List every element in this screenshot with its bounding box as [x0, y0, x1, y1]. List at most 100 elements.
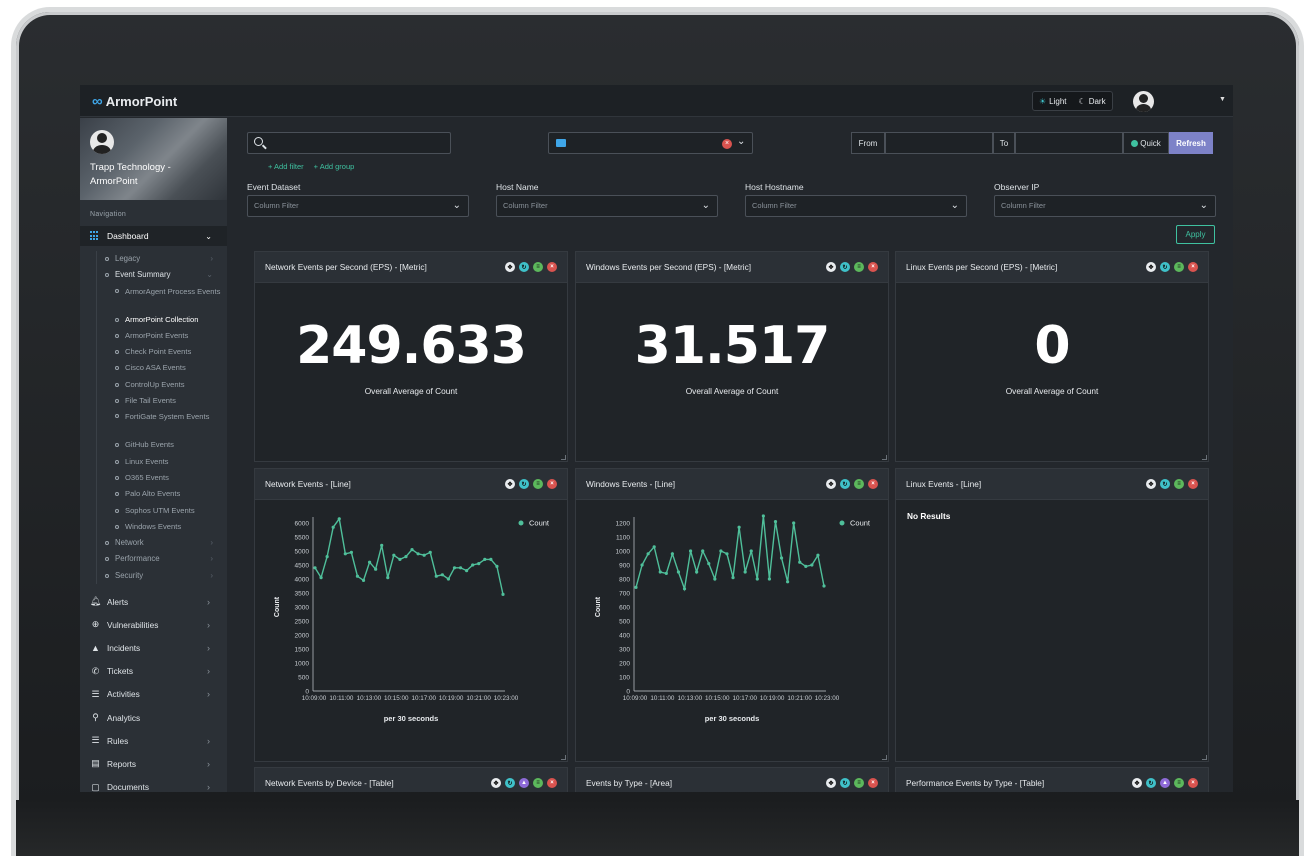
resize-handle[interactable] — [882, 755, 887, 760]
sidebar-item-checkpoint[interactable]: Check Point Events — [97, 344, 221, 360]
move-icon[interactable]: ✥ — [1146, 479, 1156, 489]
edit-icon[interactable]: ≡ — [533, 778, 543, 788]
sidebar-item-legacy[interactable]: Legacy › — [97, 251, 221, 267]
move-icon[interactable]: ✥ — [505, 262, 515, 272]
close-icon[interactable]: × — [547, 778, 557, 788]
refresh-icon[interactable]: ↻ — [505, 778, 515, 788]
sidebar-item-controlup[interactable]: ControlUp Events — [97, 377, 221, 393]
refresh-icon[interactable]: ↻ — [840, 479, 850, 489]
sidebar-item-analytics[interactable]: ⚲ Analytics — [80, 706, 227, 729]
sidebar-item-armorpoint-events[interactable]: ArmorPoint Events — [97, 328, 221, 344]
refresh-button[interactable]: Refresh — [1169, 132, 1213, 154]
close-icon[interactable]: × — [1188, 262, 1198, 272]
sidebar-item-performance[interactable]: Performance › — [97, 551, 221, 567]
sidebar-item-vulnerabilities[interactable]: ⊕ Vulnerabilities › — [91, 619, 210, 630]
top-bar: ∞ ArmorPoint ☀ Light ☾ Dark ▼ — [80, 85, 1233, 117]
refresh-icon[interactable]: ↻ — [1146, 778, 1156, 788]
refresh-icon[interactable]: ↻ — [519, 262, 529, 272]
chevron-down-icon[interactable]: ⌄ — [737, 136, 746, 147]
sidebar-item-reports[interactable]: ▤ Reports › — [91, 758, 210, 769]
edit-icon[interactable]: ≡ — [854, 262, 864, 272]
sidebar-item-cisco-asa[interactable]: Cisco ASA Events — [97, 360, 221, 376]
sidebar-item-armorpoint-collection[interactable]: ArmorPoint Collection — [97, 312, 221, 328]
column-filter-select[interactable]: Column Filter ⌄ — [745, 195, 967, 217]
x-tick-label: 10:21:00 — [466, 695, 491, 702]
move-icon[interactable]: ✥ — [505, 479, 515, 489]
add-group-link[interactable]: + Add group — [313, 162, 355, 171]
edit-icon[interactable]: ≡ — [854, 479, 864, 489]
resize-handle[interactable] — [561, 755, 566, 760]
data-point — [355, 574, 360, 578]
apply-button[interactable]: Apply — [1176, 225, 1215, 244]
quick-button[interactable]: Quick — [1123, 132, 1169, 154]
sidebar-item-incidents[interactable]: ▲ Incidents › — [91, 642, 210, 653]
edit-icon[interactable]: ≡ — [1174, 778, 1184, 788]
refresh-icon[interactable]: ↻ — [840, 778, 850, 788]
profile-avatar[interactable] — [90, 130, 114, 154]
edit-icon[interactable]: ≡ — [533, 262, 543, 272]
sidebar-item-dashboard[interactable]: Dashboard ⌄ — [80, 226, 227, 246]
move-icon[interactable]: ✥ — [1132, 778, 1142, 788]
close-icon[interactable]: × — [1188, 778, 1198, 788]
sidebar-item-documents[interactable]: ▢ Documents › — [91, 781, 210, 792]
column-filter-select[interactable]: Column Filter ⌄ — [994, 195, 1216, 217]
user-menu-caret-icon[interactable]: ▼ — [1219, 96, 1226, 103]
y-tick-label: 400 — [619, 633, 630, 640]
close-icon[interactable]: × — [868, 262, 878, 272]
move-icon[interactable]: ✥ — [826, 778, 836, 788]
edit-icon[interactable]: ≡ — [533, 479, 543, 489]
sidebar-item-sophos[interactable]: Sophos UTM Events — [97, 503, 221, 519]
sidebar-item-windows[interactable]: Windows Events — [97, 519, 221, 535]
nav-title: Navigation — [90, 211, 127, 218]
move-icon[interactable]: ✥ — [826, 262, 836, 272]
sidebar-item-rules[interactable]: ☰ Rules › — [91, 735, 210, 746]
move-icon[interactable]: ✥ — [826, 479, 836, 489]
edit-icon[interactable]: ≡ — [1174, 262, 1184, 272]
sidebar-item-o365[interactable]: O365 Events — [97, 470, 221, 486]
refresh-icon[interactable]: ↻ — [519, 479, 529, 489]
search-input[interactable] — [247, 132, 451, 154]
alert-icon[interactable]: ▲ — [519, 778, 529, 788]
close-icon[interactable]: × — [547, 262, 557, 272]
sidebar-item-tickets[interactable]: ✆ Tickets › — [91, 665, 210, 677]
panel-title: Network Events per Second (EPS) - [Metri… — [265, 262, 427, 272]
sidebar-item-fortigate[interactable]: FortiGate System Events — [97, 409, 221, 437]
refresh-icon[interactable]: ↻ — [1160, 479, 1170, 489]
close-icon[interactable]: × — [1188, 479, 1198, 489]
column-filter-select[interactable]: Column Filter ⌄ — [496, 195, 718, 217]
close-icon[interactable]: × — [868, 778, 878, 788]
close-icon[interactable]: × — [868, 479, 878, 489]
resize-handle[interactable] — [561, 455, 566, 460]
move-icon[interactable]: ✥ — [491, 778, 501, 788]
sidebar-item-github[interactable]: GitHub Events — [97, 437, 221, 453]
column-filter-select[interactable]: Column Filter ⌄ — [247, 195, 469, 217]
add-filter-link[interactable]: + Add filter — [268, 162, 304, 171]
sidebar-item-armoragent[interactable]: ArmorAgent Process Events — [97, 284, 221, 312]
refresh-icon[interactable]: ↻ — [840, 262, 850, 272]
to-field[interactable] — [1015, 132, 1123, 154]
clear-icon[interactable]: × — [722, 139, 732, 149]
resize-handle[interactable] — [882, 455, 887, 460]
sidebar-item-event-summary[interactable]: Event Summary ⌄ — [97, 267, 221, 283]
resize-handle[interactable] — [1202, 455, 1207, 460]
sidebar-item-security[interactable]: Security › — [97, 568, 221, 584]
dark-theme-button[interactable]: ☾ Dark — [1073, 92, 1112, 110]
logo[interactable]: ∞ ArmorPoint — [92, 93, 177, 110]
dataset-select[interactable]: × ⌄ — [548, 132, 753, 154]
edit-icon[interactable]: ≡ — [854, 778, 864, 788]
from-field[interactable] — [885, 132, 993, 154]
light-theme-button[interactable]: ☀ Light — [1033, 92, 1073, 110]
alert-icon[interactable]: ▲ — [1160, 778, 1170, 788]
sidebar-item-file-tail[interactable]: File Tail Events — [97, 393, 221, 409]
move-icon[interactable]: ✥ — [1146, 262, 1156, 272]
resize-handle[interactable] — [1202, 755, 1207, 760]
sidebar-item-activities[interactable]: ☰ Activities › — [91, 688, 210, 700]
close-icon[interactable]: × — [547, 479, 557, 489]
refresh-icon[interactable]: ↻ — [1160, 262, 1170, 272]
sidebar-item-linux[interactable]: Linux Events — [97, 454, 221, 470]
sidebar-item-network[interactable]: Network › — [97, 535, 221, 551]
sidebar-item-palo-alto[interactable]: Palo Alto Events — [97, 486, 221, 502]
user-avatar[interactable] — [1133, 91, 1154, 112]
edit-icon[interactable]: ≡ — [1174, 479, 1184, 489]
sidebar-item-alerts[interactable]: 🔔︎ Alerts › — [89, 596, 210, 607]
